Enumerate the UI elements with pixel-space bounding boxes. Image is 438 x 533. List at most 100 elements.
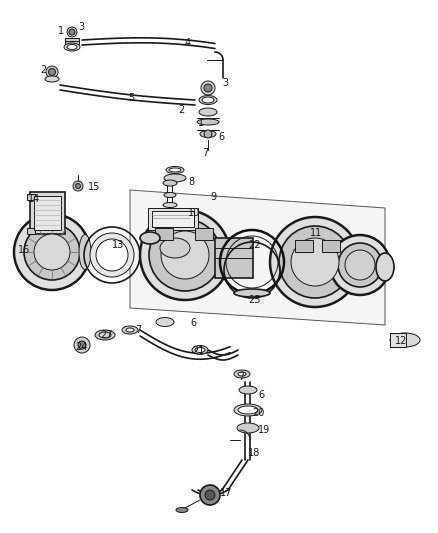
Text: 7: 7: [238, 372, 244, 382]
Ellipse shape: [238, 372, 246, 376]
Circle shape: [96, 239, 128, 271]
Circle shape: [74, 337, 90, 353]
Ellipse shape: [376, 253, 394, 281]
Circle shape: [90, 233, 134, 277]
Circle shape: [201, 81, 215, 95]
Circle shape: [205, 490, 215, 500]
Circle shape: [345, 250, 375, 280]
Ellipse shape: [197, 119, 219, 125]
Ellipse shape: [95, 330, 115, 340]
Circle shape: [204, 84, 212, 92]
Ellipse shape: [169, 168, 181, 172]
Text: 1: 1: [58, 26, 64, 36]
Circle shape: [14, 214, 90, 290]
Text: 4: 4: [185, 38, 191, 48]
Text: 15: 15: [88, 182, 100, 192]
Text: 6: 6: [258, 390, 264, 400]
Circle shape: [204, 130, 212, 138]
Text: 18: 18: [248, 448, 260, 458]
Ellipse shape: [166, 166, 184, 174]
Text: 20: 20: [252, 408, 265, 418]
Text: 2: 2: [178, 105, 184, 115]
Text: 3: 3: [222, 78, 228, 88]
Text: 12: 12: [395, 336, 407, 346]
Text: 16: 16: [18, 245, 30, 255]
Bar: [152, 211, 194, 227]
Polygon shape: [130, 190, 385, 325]
Ellipse shape: [200, 131, 216, 138]
Bar: [148, 208, 198, 230]
Circle shape: [49, 69, 56, 76]
Ellipse shape: [238, 406, 258, 414]
Circle shape: [161, 231, 209, 279]
Text: 6: 6: [218, 132, 224, 142]
Bar: [155, 228, 173, 240]
Ellipse shape: [163, 203, 177, 207]
Ellipse shape: [140, 232, 160, 244]
Circle shape: [75, 183, 81, 189]
Bar: [295, 240, 313, 252]
Bar: [34, 196, 61, 230]
Ellipse shape: [202, 97, 214, 103]
Text: 8: 8: [188, 177, 194, 187]
Ellipse shape: [163, 180, 177, 186]
Circle shape: [24, 224, 80, 280]
Text: 2: 2: [40, 65, 46, 75]
Circle shape: [149, 219, 221, 291]
Text: 3: 3: [78, 22, 84, 32]
Ellipse shape: [234, 404, 262, 416]
Ellipse shape: [126, 328, 134, 332]
Text: 7: 7: [135, 325, 141, 335]
Ellipse shape: [79, 235, 91, 270]
Ellipse shape: [390, 333, 420, 347]
Text: 27: 27: [100, 330, 113, 340]
Circle shape: [140, 210, 230, 300]
Ellipse shape: [160, 238, 190, 258]
Bar: [215, 238, 253, 278]
Ellipse shape: [164, 174, 186, 182]
Ellipse shape: [199, 108, 217, 116]
Text: 6: 6: [190, 318, 196, 328]
Ellipse shape: [64, 43, 80, 51]
Circle shape: [67, 27, 77, 37]
Text: 11: 11: [310, 228, 322, 238]
Ellipse shape: [67, 44, 77, 50]
Text: 19: 19: [258, 425, 270, 435]
Circle shape: [200, 485, 220, 505]
Circle shape: [69, 29, 75, 35]
Circle shape: [291, 238, 339, 286]
Circle shape: [73, 181, 83, 191]
Text: 13: 13: [112, 240, 124, 250]
Text: 22: 22: [248, 240, 261, 250]
Circle shape: [279, 226, 351, 298]
Ellipse shape: [45, 76, 59, 82]
Ellipse shape: [195, 348, 205, 352]
Bar: [322, 240, 340, 252]
Circle shape: [338, 243, 382, 287]
Text: 7: 7: [202, 148, 208, 158]
Bar: [30, 192, 65, 234]
Ellipse shape: [122, 326, 138, 334]
Text: 25: 25: [248, 295, 261, 305]
Ellipse shape: [234, 289, 270, 297]
Ellipse shape: [239, 386, 257, 394]
Text: 17: 17: [220, 488, 233, 498]
Circle shape: [78, 341, 86, 349]
Text: 5: 5: [128, 93, 134, 103]
Text: 1: 1: [198, 118, 204, 128]
Text: 9: 9: [210, 192, 216, 202]
Circle shape: [330, 235, 390, 295]
Polygon shape: [65, 38, 79, 44]
Text: 24: 24: [75, 342, 87, 352]
Ellipse shape: [237, 423, 259, 433]
Circle shape: [34, 234, 70, 270]
Ellipse shape: [199, 95, 217, 104]
Ellipse shape: [176, 507, 188, 513]
Bar: [195, 228, 213, 240]
Bar: [390, 333, 406, 347]
Ellipse shape: [192, 345, 208, 354]
Bar: [27, 194, 35, 200]
Text: 10: 10: [188, 208, 200, 218]
Ellipse shape: [156, 318, 174, 327]
Circle shape: [270, 217, 360, 307]
